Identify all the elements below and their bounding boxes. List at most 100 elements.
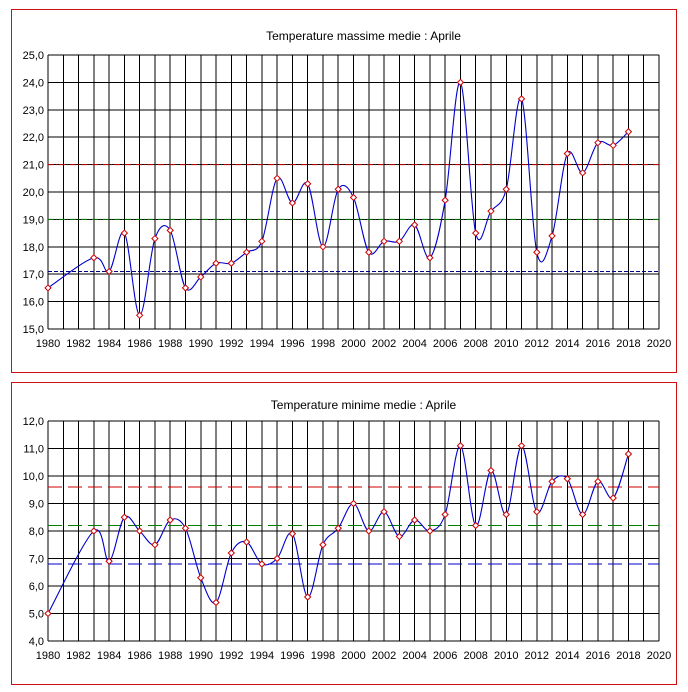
x-tick-label: 2006	[433, 650, 457, 662]
data-point	[105, 267, 113, 276]
x-tick-label: 2014	[555, 338, 579, 350]
data-point	[273, 554, 281, 563]
data-point	[334, 524, 342, 532]
data-point	[212, 259, 220, 267]
data-point	[181, 284, 190, 292]
x-tick-label: 1980	[36, 338, 60, 350]
y-tick-label: 5,0	[29, 609, 44, 621]
data-point	[319, 541, 327, 549]
data-point	[90, 527, 98, 535]
data-point	[334, 185, 342, 193]
grid	[47, 420, 660, 642]
x-tick-label: 2008	[463, 650, 487, 662]
data-point	[471, 229, 480, 237]
y-tick-label: 4,0	[29, 636, 44, 648]
y-tick-label: 11,0	[23, 444, 44, 456]
data-point	[166, 226, 174, 235]
x-tick-label: 2004	[402, 650, 426, 662]
data-point	[90, 254, 98, 262]
x-tick-label: 2002	[372, 650, 396, 662]
data-point	[609, 494, 617, 502]
data-point	[166, 516, 174, 524]
data-point	[242, 538, 251, 546]
data-point	[441, 196, 449, 204]
y-tick-label: 12,0	[23, 416, 44, 428]
x-tick-label: 2008	[463, 338, 487, 350]
x-tick-label: 1992	[219, 338, 243, 350]
chart-max-temperature: Temperature massime medie : Aprile 15,0 16…	[23, 29, 672, 350]
y-tick-label: 20,0	[23, 187, 44, 199]
x-tick-label: 1994	[250, 338, 274, 350]
x-tick-label: 1988	[158, 338, 182, 350]
data-point	[502, 510, 510, 519]
x-tick-label: 1996	[280, 338, 304, 350]
data-point	[624, 450, 633, 458]
data-point	[258, 237, 266, 246]
data-point	[151, 234, 159, 243]
data-point	[533, 248, 541, 256]
data-point	[395, 237, 404, 246]
data-point	[426, 527, 434, 535]
x-tick-label: 2020	[647, 650, 671, 662]
chart-title: Temperature minime medie : Aprile	[271, 398, 457, 412]
data-point	[135, 527, 144, 535]
chart-panel-max: Temperature massime medie : Aprile 15,0 16…	[11, 9, 677, 373]
data-point	[487, 466, 495, 475]
data-point	[517, 95, 526, 103]
data-point	[563, 475, 572, 483]
chart-title: Temperature massime medie : Aprile	[266, 29, 461, 43]
data-point	[456, 442, 465, 450]
x-tick-label: 1998	[311, 338, 335, 350]
x-tick-label: 1986	[127, 650, 151, 662]
data-point	[197, 574, 205, 582]
x-tick-label: 2020	[647, 338, 671, 350]
data-point	[44, 284, 52, 292]
x-tick-label: 2016	[586, 650, 610, 662]
data-point	[319, 243, 327, 251]
data-point	[594, 138, 602, 147]
x-tick-label: 1982	[66, 650, 90, 662]
y-tick-label: 6,0	[29, 581, 44, 593]
y-tick-label: 25,0	[23, 50, 44, 62]
x-tick-label: 1992	[219, 650, 243, 662]
data-point	[197, 273, 205, 281]
data-point	[548, 232, 556, 240]
y-tick-label: 10,0	[23, 471, 44, 483]
x-tick-label: 2010	[494, 338, 518, 350]
x-tick-label: 1984	[97, 650, 121, 662]
data-point	[563, 149, 572, 158]
data-point	[349, 193, 358, 202]
x-tick-label: 2004	[402, 338, 426, 350]
x-tick-label: 2000	[341, 338, 365, 350]
y-tick-label: 17,0	[23, 269, 44, 281]
x-tick-label: 1990	[189, 650, 213, 662]
data-point	[365, 527, 373, 535]
y-tick-label: 15,0	[23, 324, 44, 336]
data-point	[395, 532, 404, 541]
data-point	[227, 259, 236, 267]
data-point	[258, 560, 266, 568]
data-point	[365, 248, 373, 256]
y-tick-label: 18,0	[23, 242, 44, 254]
data-point	[227, 549, 236, 557]
x-tick-label: 2006	[433, 338, 457, 350]
y-tick-label: 9,0	[29, 499, 44, 511]
data-point	[594, 477, 602, 486]
y-tick-label: 19,0	[23, 214, 44, 226]
data-point	[548, 477, 556, 486]
data-point	[44, 609, 52, 618]
x-tick-label: 1982	[66, 338, 90, 350]
data-point	[181, 524, 190, 532]
x-tick-label: 2000	[341, 650, 365, 662]
x-tick-label: 2012	[525, 650, 549, 662]
data-point	[120, 513, 129, 521]
y-tick-label: 24,0	[23, 77, 44, 89]
y-tick-label: 23,0	[23, 105, 44, 117]
x-tick-label: 1998	[311, 650, 335, 662]
data-point	[349, 499, 358, 508]
x-tick-label: 2018	[616, 650, 640, 662]
x-tick-label: 2016	[586, 338, 610, 350]
data-point	[151, 541, 159, 549]
x-tick-label: 1986	[127, 338, 151, 350]
data-point	[517, 442, 526, 450]
